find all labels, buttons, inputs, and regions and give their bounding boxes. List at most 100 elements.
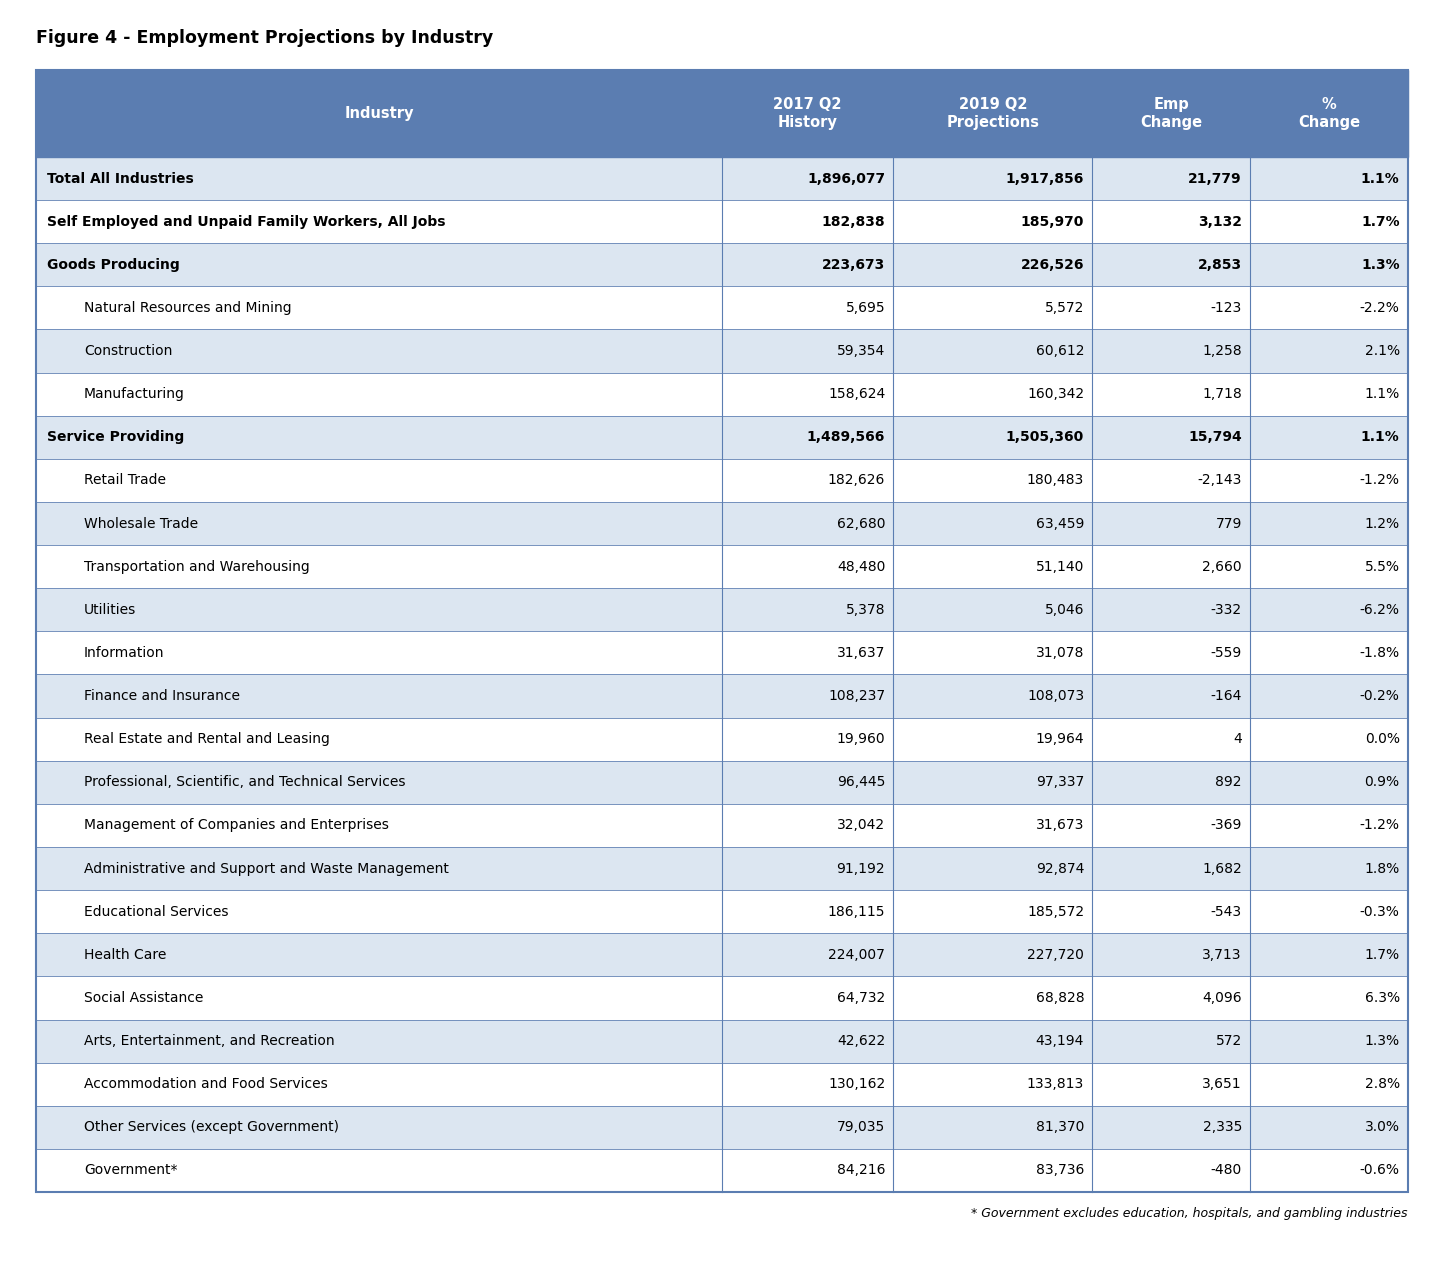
Text: 32,042: 32,042: [838, 818, 885, 832]
Bar: [36, 244, 1408, 286]
Bar: [36, 459, 1408, 501]
Text: %
Change: % Change: [1298, 97, 1360, 130]
Text: 1.3%: 1.3%: [1362, 258, 1399, 272]
Bar: [36, 416, 1408, 459]
Text: 2.1%: 2.1%: [1365, 345, 1399, 359]
Text: 227,720: 227,720: [1027, 948, 1084, 962]
Text: 1.8%: 1.8%: [1365, 861, 1399, 875]
Text: 91,192: 91,192: [836, 861, 885, 875]
Bar: [36, 976, 1408, 1020]
Text: 158,624: 158,624: [827, 387, 885, 401]
Text: 2.8%: 2.8%: [1365, 1077, 1399, 1091]
Text: -559: -559: [1210, 646, 1242, 660]
Text: Health Care: Health Care: [84, 948, 166, 962]
Text: Professional, Scientific, and Technical Services: Professional, Scientific, and Technical …: [84, 776, 406, 790]
Text: Retail Trade: Retail Trade: [84, 473, 166, 487]
Text: Industry: Industry: [344, 106, 414, 121]
Text: 3,132: 3,132: [1199, 214, 1242, 228]
Text: Educational Services: Educational Services: [84, 905, 228, 919]
Text: 64,732: 64,732: [838, 991, 885, 1005]
Text: Total All Industries: Total All Industries: [48, 171, 193, 185]
Text: -0.6%: -0.6%: [1360, 1164, 1399, 1178]
Text: 133,813: 133,813: [1027, 1077, 1084, 1091]
Text: 42,622: 42,622: [838, 1034, 885, 1048]
Text: 1,718: 1,718: [1203, 387, 1242, 401]
Text: -2,143: -2,143: [1197, 473, 1242, 487]
Bar: [36, 70, 1408, 157]
Text: 31,637: 31,637: [838, 646, 885, 660]
Text: Service Providing: Service Providing: [48, 430, 185, 444]
Text: -1.2%: -1.2%: [1360, 818, 1399, 832]
Text: 96,445: 96,445: [838, 776, 885, 790]
Text: Other Services (except Government): Other Services (except Government): [84, 1120, 339, 1134]
Text: 79,035: 79,035: [838, 1120, 885, 1134]
Text: 1,917,856: 1,917,856: [1006, 171, 1084, 185]
Text: 1.1%: 1.1%: [1360, 171, 1399, 185]
Text: 108,073: 108,073: [1027, 689, 1084, 703]
Text: -332: -332: [1210, 602, 1242, 616]
Text: -164: -164: [1210, 689, 1242, 703]
Text: 2,660: 2,660: [1203, 560, 1242, 574]
Text: 182,626: 182,626: [827, 473, 885, 487]
Text: -0.2%: -0.2%: [1360, 689, 1399, 703]
Text: Accommodation and Food Services: Accommodation and Food Services: [84, 1077, 328, 1091]
Text: Management of Companies and Enterprises: Management of Companies and Enterprises: [84, 818, 388, 832]
Text: 180,483: 180,483: [1027, 473, 1084, 487]
Text: 92,874: 92,874: [1035, 861, 1084, 875]
Text: Goods Producing: Goods Producing: [48, 258, 180, 272]
Text: 1.1%: 1.1%: [1365, 387, 1399, 401]
Text: 15,794: 15,794: [1188, 430, 1242, 444]
Text: 3,651: 3,651: [1203, 1077, 1242, 1091]
Text: -480: -480: [1210, 1164, 1242, 1178]
Bar: [36, 373, 1408, 416]
Text: Emp
Change: Emp Change: [1141, 97, 1203, 130]
Text: 3.0%: 3.0%: [1365, 1120, 1399, 1134]
Text: Administrative and Support and Waste Management: Administrative and Support and Waste Man…: [84, 861, 449, 875]
Bar: [36, 70, 1408, 1192]
Bar: [36, 588, 1408, 632]
Text: 43,194: 43,194: [1035, 1034, 1084, 1048]
Text: Information: Information: [84, 646, 165, 660]
Bar: [36, 1020, 1408, 1063]
Text: -543: -543: [1210, 905, 1242, 919]
Text: 779: 779: [1216, 517, 1242, 531]
Bar: [36, 1148, 1408, 1192]
Text: 5,046: 5,046: [1044, 602, 1084, 616]
Text: 2017 Q2
History: 2017 Q2 History: [774, 97, 842, 130]
Text: 81,370: 81,370: [1035, 1120, 1084, 1134]
Text: 6.3%: 6.3%: [1365, 991, 1399, 1005]
Text: -369: -369: [1210, 818, 1242, 832]
Text: 1,258: 1,258: [1203, 345, 1242, 359]
Text: 1,505,360: 1,505,360: [1006, 430, 1084, 444]
Text: 1.7%: 1.7%: [1365, 948, 1399, 962]
Text: 572: 572: [1216, 1034, 1242, 1048]
Text: 97,337: 97,337: [1035, 776, 1084, 790]
Text: 4: 4: [1233, 732, 1242, 746]
Text: 83,736: 83,736: [1035, 1164, 1084, 1178]
Text: 185,572: 185,572: [1027, 905, 1084, 919]
Text: 182,838: 182,838: [822, 214, 885, 228]
Text: Real Estate and Rental and Leasing: Real Estate and Rental and Leasing: [84, 732, 331, 746]
Bar: [36, 200, 1408, 244]
Text: 892: 892: [1216, 776, 1242, 790]
Bar: [36, 847, 1408, 891]
Text: 1.7%: 1.7%: [1362, 214, 1399, 228]
Text: 1.2%: 1.2%: [1365, 517, 1399, 531]
Text: 1,489,566: 1,489,566: [807, 430, 885, 444]
Text: 226,526: 226,526: [1021, 258, 1084, 272]
Text: 160,342: 160,342: [1027, 387, 1084, 401]
Text: 108,237: 108,237: [827, 689, 885, 703]
Text: 48,480: 48,480: [838, 560, 885, 574]
Text: 84,216: 84,216: [836, 1164, 885, 1178]
Text: -2.2%: -2.2%: [1360, 301, 1399, 315]
Bar: [36, 717, 1408, 760]
Text: 19,964: 19,964: [1035, 732, 1084, 746]
Text: 60,612: 60,612: [1035, 345, 1084, 359]
Text: Social Assistance: Social Assistance: [84, 991, 204, 1005]
Text: 2,335: 2,335: [1203, 1120, 1242, 1134]
Text: Construction: Construction: [84, 345, 172, 359]
Text: Transportation and Warehousing: Transportation and Warehousing: [84, 560, 310, 574]
Text: -1.2%: -1.2%: [1360, 473, 1399, 487]
Text: 31,078: 31,078: [1035, 646, 1084, 660]
Text: 63,459: 63,459: [1035, 517, 1084, 531]
